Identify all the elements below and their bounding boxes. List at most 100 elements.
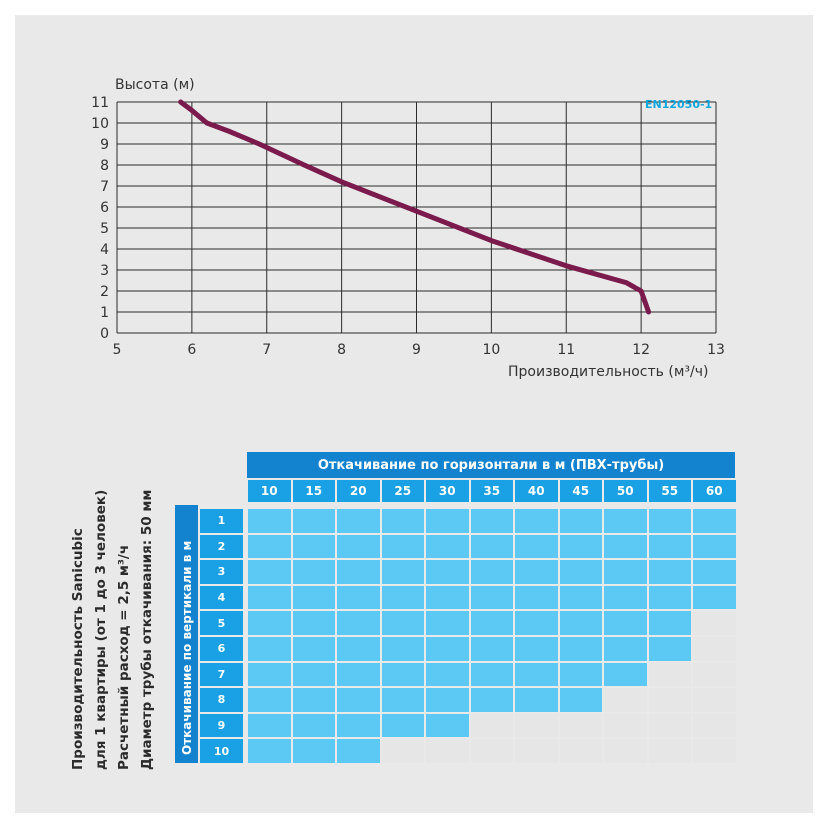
column-header: 50 [604, 480, 647, 502]
table-cell-blocked [693, 611, 736, 635]
table-cell-allowed [604, 534, 647, 559]
row-header: 6 [200, 637, 243, 661]
column-header: 25 [381, 480, 424, 502]
table-cell-blocked [693, 662, 736, 687]
table-cell-allowed [648, 509, 691, 533]
row-header: 2 [200, 534, 243, 559]
table-cell-allowed [470, 560, 513, 584]
table-cell-allowed [337, 739, 380, 763]
table-cell-allowed [337, 637, 380, 661]
table-cell-allowed [515, 637, 558, 661]
performance-curve [178, 99, 652, 315]
chart-grid [116, 101, 717, 334]
table-cell-allowed [559, 534, 602, 559]
table-cell-allowed [693, 560, 736, 584]
table-cell-allowed [248, 611, 291, 635]
table-cell-allowed [515, 585, 558, 610]
table-cell-blocked [693, 713, 736, 738]
table-cell-allowed [693, 509, 736, 533]
table-cell-blocked [559, 713, 602, 738]
column-header: 15 [292, 480, 335, 502]
table-cell-allowed [515, 662, 558, 687]
side-line-3: Расчетный расход = 2,5 м³/ч [116, 545, 132, 770]
table-cell-blocked [648, 688, 691, 712]
row-header: 1 [200, 509, 243, 533]
table-cell-allowed [381, 713, 424, 738]
table-cell-allowed [248, 560, 291, 584]
y-axis-ticks: 0 1 2 3 4 5 6 7 8 9 10 11 [91, 95, 109, 342]
y-tick-label: 8 [100, 158, 109, 174]
row-header: 8 [200, 688, 243, 712]
table-cell-blocked [470, 713, 513, 738]
table-cell-allowed [292, 611, 335, 635]
y-axis-label: Высота (м) [115, 77, 195, 93]
table-cell-allowed [470, 637, 513, 661]
row-header: 10 [200, 739, 243, 763]
table-cell-allowed [381, 637, 424, 661]
table-cell-allowed [559, 585, 602, 610]
table-cell-allowed [559, 637, 602, 661]
side-line-4: Диаметр трубы откачивания: 50 мм [139, 490, 155, 770]
table-cell-allowed [426, 611, 469, 635]
row-header: 3 [200, 560, 243, 584]
table-cell-allowed [559, 509, 602, 533]
table-cell-allowed [648, 585, 691, 610]
x-axis-ticks: 5 6 7 8 9 10 11 12 13 [113, 342, 725, 358]
table-cell-allowed [648, 534, 691, 559]
column-header: 55 [648, 480, 691, 502]
table-cell-allowed [426, 637, 469, 661]
y-tick-label: 3 [100, 263, 109, 279]
table-cell-allowed [381, 534, 424, 559]
table-cell-allowed [337, 662, 380, 687]
table-cell-allowed [515, 560, 558, 584]
table-cell-allowed [426, 713, 469, 738]
table-cell-allowed [470, 585, 513, 610]
table-cell-allowed [559, 688, 602, 712]
table-cell-allowed [515, 534, 558, 559]
table-cell-allowed [693, 585, 736, 610]
table-cell-blocked [648, 713, 691, 738]
row-header: 9 [200, 713, 243, 738]
table-cell-allowed [292, 662, 335, 687]
x-tick-label: 5 [113, 342, 122, 358]
x-axis-label: Производительность (м³/ч) [508, 364, 708, 380]
y-tick-label: 1 [100, 305, 109, 321]
standard-label: EN12050-1 [645, 98, 712, 111]
table-cell-allowed [604, 509, 647, 533]
table-cell-allowed [470, 611, 513, 635]
table-cell-allowed [515, 611, 558, 635]
table-cell-allowed [559, 662, 602, 687]
table-cell-allowed [337, 688, 380, 712]
x-tick-label: 11 [557, 342, 575, 358]
table-cell-allowed [470, 662, 513, 687]
side-description: Производительность Sanicubic для 1 кварт… [60, 440, 160, 770]
table-cell-allowed [381, 585, 424, 610]
table-cell-allowed [381, 662, 424, 687]
table-cell-allowed [426, 688, 469, 712]
table-cell-allowed [604, 637, 647, 661]
table-cell-allowed [381, 560, 424, 584]
table-cell-allowed [515, 688, 558, 712]
column-header: 10 [248, 480, 291, 502]
x-tick-label: 13 [707, 342, 725, 358]
table-cell-blocked [604, 739, 647, 763]
table-cell-allowed [248, 637, 291, 661]
table-cell-allowed [515, 509, 558, 533]
table-cell-blocked [693, 637, 736, 661]
table-cell-allowed [604, 662, 647, 687]
column-header: 35 [470, 480, 513, 502]
table-cell-blocked [648, 662, 691, 687]
table-cell-allowed [248, 713, 291, 738]
y-tick-label: 7 [100, 179, 109, 195]
table-cell-allowed [648, 560, 691, 584]
table-cell-allowed [337, 585, 380, 610]
table-cell-allowed [426, 585, 469, 610]
table-cell-allowed [248, 509, 291, 533]
y-tick-label: 4 [100, 242, 109, 258]
y-tick-label: 0 [100, 326, 109, 342]
table-cell-blocked [515, 713, 558, 738]
y-tick-label: 6 [100, 200, 109, 216]
table-cell-allowed [381, 688, 424, 712]
table-cell-allowed [292, 739, 335, 763]
